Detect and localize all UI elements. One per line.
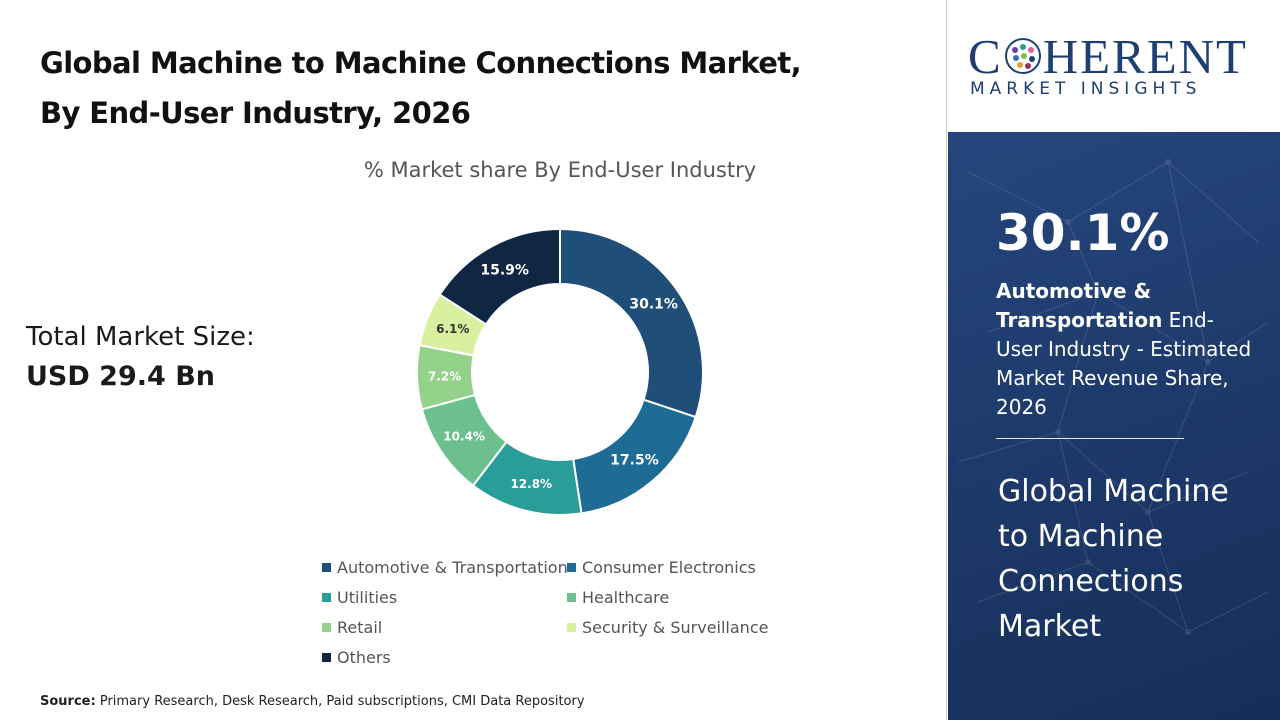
legend-swatch (567, 622, 576, 632)
legend-label: Healthcare (582, 587, 670, 607)
chart-legend: Automotive & Transportation Consumer Elec… (322, 556, 822, 668)
legend-item-automotive-and-transportation: Automotive & Transportation (322, 556, 568, 578)
source-note: Source: Primary Research, Desk Research,… (40, 694, 585, 709)
legend-item-utilities: Utilities (322, 586, 567, 608)
chart-panel: Global Machine to Machine Connections Ma… (26, 0, 947, 720)
logo-subtitle: MARKET INSIGHTS (970, 79, 1202, 99)
chart-title: % Market share By End-User Industry (363, 158, 757, 182)
legend-label: Automotive & Transportation (337, 557, 568, 577)
legend-item-others: Others (322, 646, 567, 668)
data-label-security-and-surveillance: 6.1% (436, 322, 469, 336)
divider (996, 438, 1184, 439)
background-network-pattern (957, 159, 1269, 635)
data-label-utilities: 12.8% (510, 477, 552, 491)
slice-others (438, 227, 561, 326)
legend-swatch (322, 652, 331, 662)
legend-label: Consumer Electronics (582, 557, 756, 577)
source-text: Primary Research, Desk Research, Paid su… (99, 694, 585, 709)
title-line-2: By End-User Industry, 2026 (40, 96, 471, 130)
highlight-panel: 30.1% Automotive & Transportation End-Us… (948, 132, 1280, 720)
donut-chart: 30.1% 17.5% 12.8% 10.4% 7.2% 6.1% 15.9% (416, 227, 704, 516)
legend-item-healthcare: Healthcare (567, 586, 812, 608)
legend-swatch (567, 562, 576, 572)
slice-automotive-and-transportation (559, 227, 704, 419)
data-label-automotive-and-transportation: 30.1% (629, 296, 678, 312)
data-label-others: 15.9% (480, 263, 529, 279)
highlight-share-value: 30.1% (996, 204, 1170, 262)
logo-wordmark: C HERENT (968, 28, 1248, 85)
logo-letters-herent: HERENT (1042, 29, 1248, 84)
legend-label: Retail (337, 617, 383, 637)
data-label-retail: 7.2% (428, 369, 461, 383)
total-market-size-value: USD 29.4 Bn (26, 361, 215, 392)
legend-item-retail: Retail (322, 616, 567, 638)
market-name: Global Machine to Machine Connections Ma… (998, 474, 1229, 644)
highlight-segment-name: Automotive & Transportation (996, 279, 1163, 332)
highlight-description-text: End-User Industry - Estimated Market Rev… (996, 308, 1252, 419)
page-title: Global Machine to Machine Connections Ma… (40, 38, 930, 138)
legend-item-consumer-electronics: Consumer Electronics (567, 556, 812, 578)
legend-swatch (322, 622, 331, 632)
title-line-1: Global Machine to Machine Connections Ma… (40, 46, 802, 80)
logo-letter-c: C (968, 29, 1003, 84)
logo-globe-icon (1004, 38, 1041, 74)
data-label-consumer-electronics: 17.5% (610, 452, 659, 468)
data-label-healthcare: 10.4% (443, 429, 485, 443)
legend-label: Others (337, 647, 391, 667)
highlight-description: Automotive & Transportation End-User Ind… (996, 277, 1256, 422)
legend-swatch (322, 562, 331, 572)
legend-item-security-and-surveillance: Security & Surveillance (567, 616, 812, 638)
legend-label: Utilities (337, 587, 398, 607)
legend-swatch (567, 592, 576, 602)
legend-swatch (322, 592, 331, 602)
brand-logo: C HERENT MARKET INSIGHTS (948, 0, 1280, 132)
source-label: Source: (40, 694, 96, 709)
legend-label: Security & Surveillance (582, 617, 769, 637)
total-market-size-label: Total Market Size: (26, 322, 255, 352)
